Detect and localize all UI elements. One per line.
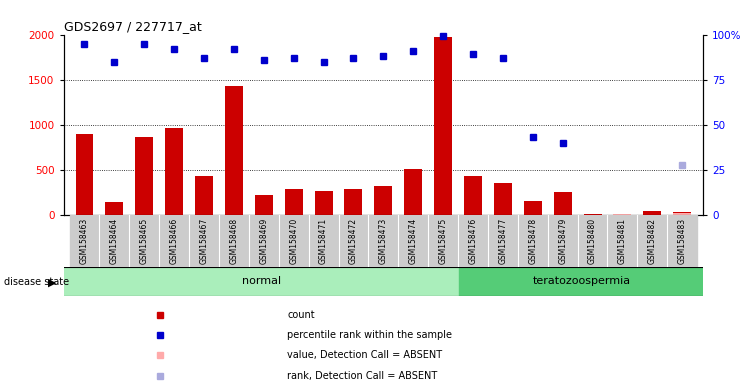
Text: GSM158467: GSM158467 bbox=[200, 218, 209, 264]
Bar bbox=[577, 215, 607, 267]
Bar bbox=[464, 176, 482, 215]
Bar bbox=[345, 189, 363, 215]
Text: GSM158468: GSM158468 bbox=[230, 218, 239, 264]
Bar bbox=[225, 86, 243, 215]
Text: GSM158465: GSM158465 bbox=[140, 218, 149, 264]
Bar bbox=[99, 215, 129, 267]
Text: GSM158482: GSM158482 bbox=[648, 218, 657, 264]
Bar bbox=[673, 213, 691, 215]
Bar bbox=[285, 189, 303, 215]
Text: GSM158464: GSM158464 bbox=[110, 218, 119, 264]
Bar bbox=[404, 169, 422, 215]
Text: normal: normal bbox=[242, 276, 281, 286]
Text: GSM158483: GSM158483 bbox=[678, 218, 687, 264]
Text: GSM158472: GSM158472 bbox=[349, 218, 358, 264]
Bar bbox=[554, 192, 571, 215]
Text: value, Detection Call = ABSENT: value, Detection Call = ABSENT bbox=[287, 350, 443, 360]
Text: GSM158463: GSM158463 bbox=[80, 218, 89, 264]
Text: GSM158473: GSM158473 bbox=[378, 218, 388, 264]
Text: GDS2697 / 227717_at: GDS2697 / 227717_at bbox=[64, 20, 201, 33]
Text: GSM158476: GSM158476 bbox=[468, 218, 477, 264]
Bar bbox=[165, 127, 183, 215]
Text: GSM158477: GSM158477 bbox=[498, 218, 507, 264]
Text: percentile rank within the sample: percentile rank within the sample bbox=[287, 330, 453, 340]
Text: ▶: ▶ bbox=[49, 277, 57, 287]
Bar bbox=[494, 182, 512, 215]
Bar bbox=[219, 215, 249, 267]
Text: GSM158471: GSM158471 bbox=[319, 218, 328, 264]
Bar bbox=[637, 215, 667, 267]
Bar bbox=[458, 215, 488, 267]
Text: teratozoospermia: teratozoospermia bbox=[533, 276, 631, 286]
Bar bbox=[135, 137, 153, 215]
Bar bbox=[375, 186, 392, 215]
Text: count: count bbox=[287, 310, 315, 320]
Text: GSM158478: GSM158478 bbox=[528, 218, 537, 264]
Bar bbox=[613, 214, 631, 215]
Bar bbox=[548, 215, 577, 267]
Bar bbox=[70, 215, 99, 267]
Bar bbox=[76, 134, 94, 215]
Bar bbox=[315, 191, 333, 215]
Bar bbox=[105, 202, 123, 215]
Bar bbox=[613, 214, 631, 215]
Text: disease state: disease state bbox=[4, 277, 69, 287]
Bar bbox=[518, 215, 548, 267]
Bar bbox=[195, 176, 213, 215]
Bar bbox=[189, 215, 219, 267]
Bar bbox=[249, 215, 279, 267]
Text: GSM158475: GSM158475 bbox=[438, 218, 447, 264]
Bar bbox=[434, 37, 452, 215]
Text: GSM158470: GSM158470 bbox=[289, 218, 298, 264]
Bar bbox=[428, 215, 458, 267]
Text: GSM158481: GSM158481 bbox=[618, 218, 627, 264]
Bar bbox=[159, 215, 189, 267]
Bar bbox=[279, 215, 309, 267]
Bar bbox=[459, 267, 703, 296]
Bar bbox=[488, 215, 518, 267]
Bar bbox=[339, 215, 369, 267]
Text: GSM158466: GSM158466 bbox=[170, 218, 179, 264]
Bar bbox=[398, 215, 428, 267]
Bar bbox=[369, 215, 398, 267]
Bar bbox=[667, 215, 697, 267]
Bar bbox=[643, 212, 661, 215]
Bar bbox=[583, 214, 601, 215]
Bar bbox=[255, 195, 273, 215]
Text: rank, Detection Call = ABSENT: rank, Detection Call = ABSENT bbox=[287, 371, 438, 381]
Text: GSM158474: GSM158474 bbox=[408, 218, 417, 264]
Bar bbox=[607, 215, 637, 267]
Bar bbox=[129, 215, 159, 267]
Bar bbox=[673, 212, 691, 215]
Text: GSM158469: GSM158469 bbox=[260, 218, 269, 264]
Text: GSM158480: GSM158480 bbox=[588, 218, 597, 264]
Bar bbox=[524, 200, 542, 215]
Bar bbox=[309, 215, 339, 267]
Text: GSM158479: GSM158479 bbox=[558, 218, 567, 264]
Bar bbox=[64, 267, 459, 296]
